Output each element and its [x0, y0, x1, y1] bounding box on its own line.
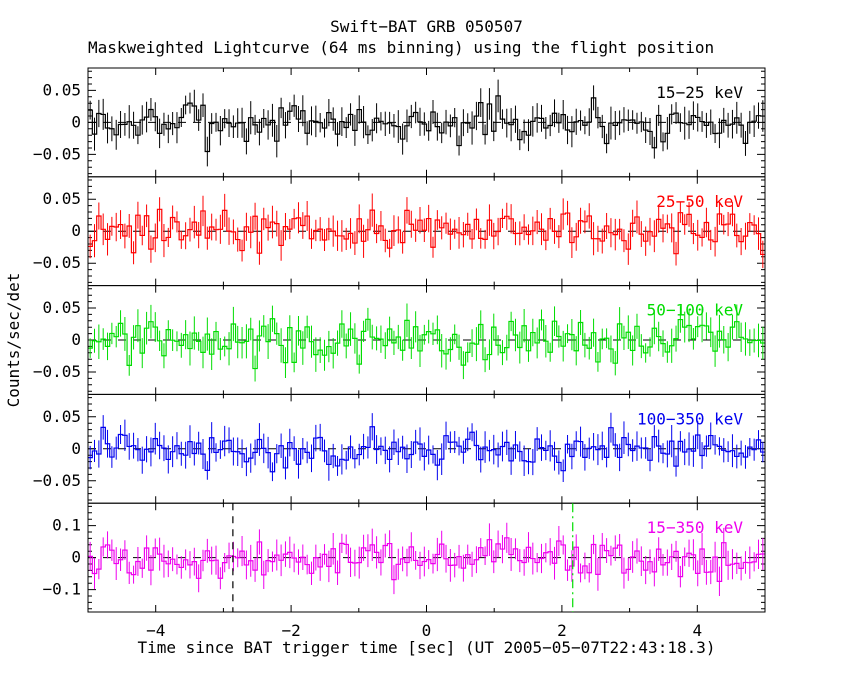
y-tick-label: 0.1 — [52, 516, 81, 535]
lightcurve-steps — [88, 537, 765, 582]
y-tick-label: 0 — [71, 439, 81, 458]
lightcurve-steps — [88, 318, 765, 370]
x-tick-label: −4 — [146, 621, 165, 640]
panel-label: 100−350 keV — [637, 409, 743, 428]
y-tick-label: −0.05 — [33, 362, 81, 381]
x-axis-label: Time since BAT trigger time [sec] (UT 20… — [137, 638, 716, 657]
y-tick-label: 0 — [71, 112, 81, 131]
panel-label: 50−100 keV — [647, 301, 744, 320]
panel-frame — [87, 502, 766, 613]
y-tick-label: −0.05 — [33, 471, 81, 490]
lightcurve-steps — [88, 426, 765, 473]
y-tick-label: 0 — [71, 330, 81, 349]
y-tick-label: 0 — [71, 548, 81, 567]
panel-label: 15−25 keV — [656, 83, 743, 102]
y-tick-label: 0 — [71, 221, 81, 240]
lightcurve-steps — [88, 208, 765, 256]
y-tick-label: −0.1 — [42, 580, 81, 599]
y-tick-label: 0.05 — [42, 407, 81, 426]
y-tick-label: −0.05 — [33, 144, 81, 163]
x-tick-label: −2 — [281, 621, 300, 640]
panel-label: 25−50 keV — [656, 192, 743, 211]
chart-subtitle: Maskweighted Lightcurve (64 ms binning) … — [88, 38, 715, 57]
y-tick-label: 0.05 — [42, 80, 81, 99]
lightcurve-steps — [88, 95, 765, 153]
x-tick-label: 2 — [557, 621, 567, 640]
y-tick-label: −0.05 — [33, 253, 81, 272]
chart-title: Swift−BAT GRB 050507 — [330, 17, 523, 36]
y-tick-label: 0.05 — [42, 298, 81, 317]
y-tick-label: 0.05 — [42, 189, 81, 208]
panel-label: 15−350 keV — [647, 518, 744, 537]
x-tick-label: 0 — [422, 621, 432, 640]
x-tick-label: 4 — [692, 621, 702, 640]
